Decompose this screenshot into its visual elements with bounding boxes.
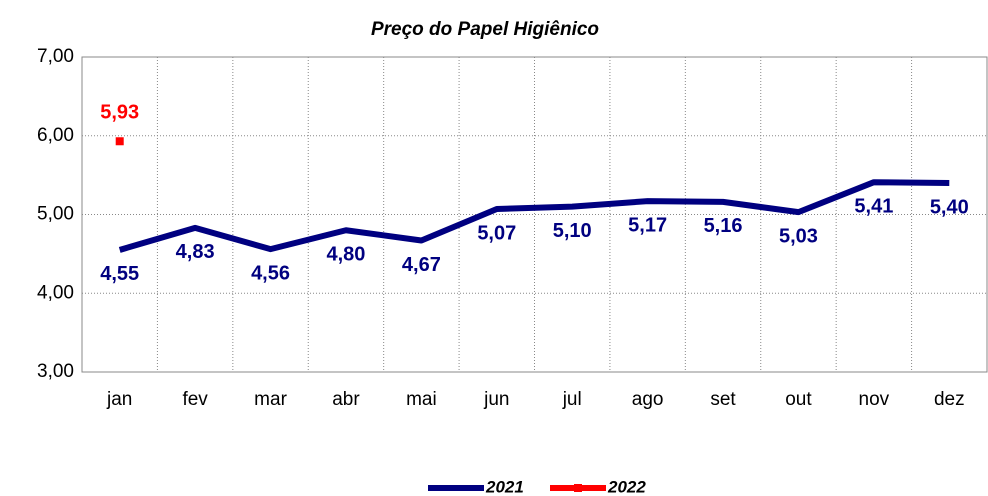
value-label: 5,03 xyxy=(779,225,818,247)
value-label: 4,83 xyxy=(176,241,215,263)
y-tick-label: 5,00 xyxy=(37,204,74,225)
legend-label: 2021 xyxy=(485,477,524,496)
value-label: 4,80 xyxy=(326,244,365,266)
value-label: 4,67 xyxy=(402,254,441,276)
series-line xyxy=(118,179,950,253)
value-label: 5,16 xyxy=(704,215,743,237)
x-tick-label: jan xyxy=(106,389,132,410)
value-label: 5,17 xyxy=(628,214,667,236)
y-tick-label: 4,00 xyxy=(37,282,74,303)
value-label: 5,07 xyxy=(477,222,516,244)
x-tick-label: nov xyxy=(859,389,890,410)
legend-label: 2022 xyxy=(607,477,646,496)
x-tick-label: fev xyxy=(182,389,208,410)
marker xyxy=(115,137,124,146)
plot-border xyxy=(81,56,988,373)
x-tick-label: dez xyxy=(934,389,965,410)
value-label: 5,41 xyxy=(854,195,893,217)
value-label: 4,56 xyxy=(251,262,290,284)
x-tick-label: mai xyxy=(406,389,437,410)
x-tick-label: out xyxy=(785,389,812,410)
value-label: 5,93 xyxy=(100,102,139,124)
x-tick-label: jul xyxy=(562,389,582,410)
chart-title: Preço do Papel Higiênico xyxy=(371,19,599,40)
value-label: 5,10 xyxy=(553,220,592,242)
x-tick-label: set xyxy=(710,389,736,410)
x-tick-label: mar xyxy=(254,389,287,410)
y-tick-label: 3,00 xyxy=(37,361,74,382)
x-tick-label: abr xyxy=(332,389,360,410)
x-tick-label: ago xyxy=(632,389,664,410)
x-tick-label: jun xyxy=(483,389,509,410)
y-tick-label: 6,00 xyxy=(37,125,74,146)
value-label: 5,40 xyxy=(930,196,969,218)
value-label: 4,55 xyxy=(100,263,139,285)
y-tick-label: 7,00 xyxy=(37,46,74,67)
legend-marker xyxy=(574,484,582,492)
